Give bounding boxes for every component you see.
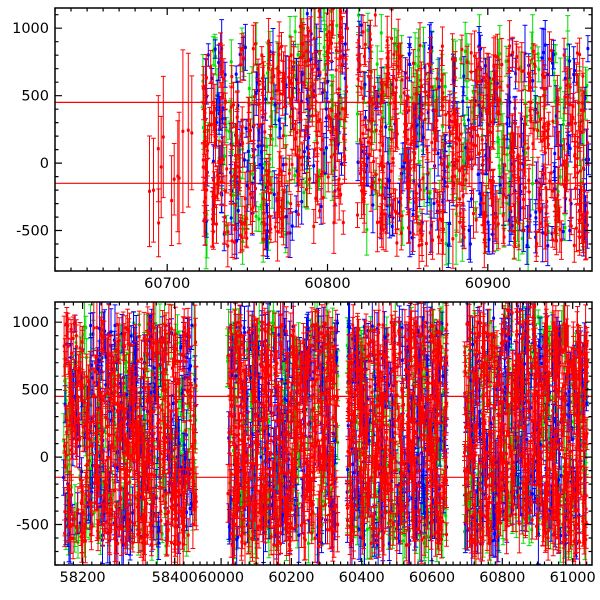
x-tick-label: 58200 <box>60 570 106 586</box>
plot-area <box>55 302 592 565</box>
y-tick-label: 1000 <box>12 21 49 37</box>
y-tick-label: 0 <box>40 450 49 466</box>
x-tick-label: 58400 <box>152 570 198 586</box>
x-tick-label: 60700 <box>144 276 190 292</box>
y-tick-label: -500 <box>16 224 49 240</box>
x-tick-label: 60600 <box>409 570 455 586</box>
red-series-points <box>148 8 590 249</box>
x-tick-label: 61000 <box>550 570 596 586</box>
tick-labels: 58200 58400 60000 60200 60400 60600 60800 61000… <box>12 315 596 586</box>
y-tick-label: 0 <box>40 156 49 172</box>
bottom-panel-chart: 58200 58400 60000 60200 60400 60600 60800 61000… <box>12 301 596 586</box>
plot-frame <box>54 301 593 566</box>
axis-ticks <box>54 8 592 272</box>
x-tick-label: 60800 <box>479 570 525 586</box>
red-series-points <box>62 302 589 548</box>
top-panel-chart: 60700 60800 60900 -500 0 500 1000 <box>12 7 593 292</box>
y-tick-label: 1000 <box>12 315 49 331</box>
y-tick-label: 500 <box>21 383 49 399</box>
y-tick-label: 500 <box>21 89 49 105</box>
plot-area <box>55 8 592 271</box>
x-tick-label: 60400 <box>339 570 385 586</box>
x-tick-label: 60800 <box>304 276 350 292</box>
x-tick-label: 60200 <box>268 570 314 586</box>
tick-labels: 60700 60800 60900 -500 0 500 1000 <box>12 21 511 292</box>
axis-ticks <box>54 302 592 566</box>
y-tick-label: -500 <box>16 518 49 534</box>
x-tick-label: 60900 <box>465 276 511 292</box>
x-tick-label: 60000 <box>198 570 244 586</box>
plot-frame <box>54 7 593 272</box>
